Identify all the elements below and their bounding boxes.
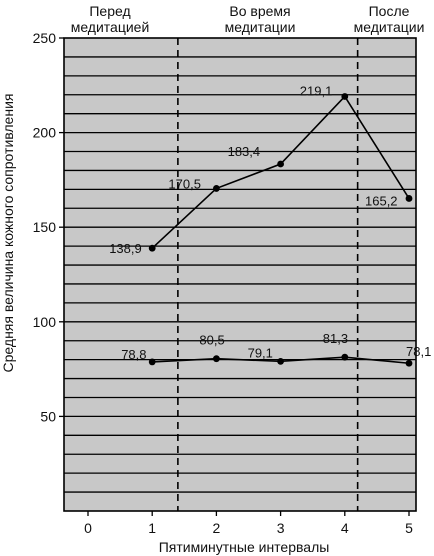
phase-label: После медитации — [354, 3, 425, 35]
x-axis-title: Пятиминутные интервалы — [159, 539, 330, 555]
y-tick-label: 200 — [33, 125, 57, 141]
phase-label: Перед медитацией — [71, 3, 150, 35]
data-label: 79,1 — [248, 345, 273, 360]
data-label: 78,8 — [121, 347, 146, 362]
x-tick-label: 4 — [341, 520, 349, 536]
x-tick-label: 2 — [213, 520, 221, 536]
data-point — [277, 160, 284, 168]
data-label: 165,2 — [365, 193, 398, 208]
plot-frame — [63, 37, 417, 512]
data-label: 183,4 — [228, 144, 261, 159]
series-layer: 138,9 170,5 183,4 219,1 165,2 78,8 80,5 79,1 81,… — [109, 83, 431, 367]
x-tick-label: 0 — [84, 520, 92, 536]
x-tick-label: 5 — [405, 520, 413, 536]
phase-labels: Перед медитацией Во время медитации После мед… — [71, 3, 425, 35]
plot-area — [64, 38, 416, 511]
data-point — [213, 185, 220, 192]
data-label: 78,1 — [406, 344, 431, 359]
data-point — [405, 195, 413, 202]
y-tick-label: 50 — [40, 408, 56, 424]
data-label: 138,9 — [109, 241, 142, 256]
data-point — [405, 359, 413, 367]
data-point — [148, 244, 156, 252]
y-tick-label: 150 — [33, 219, 57, 235]
data-point — [341, 93, 349, 100]
y-tick-label: 250 — [33, 30, 57, 46]
x-tick-label: 1 — [148, 520, 156, 536]
phase-label: Во время медитации — [225, 3, 296, 35]
data-label: 81,3 — [323, 331, 348, 346]
axis-ticks: 0 1 2 3 4 5 50 100 150 200 250 — [33, 30, 413, 536]
data-label: 80,5 — [199, 333, 224, 348]
y-tick-label: 100 — [33, 314, 57, 330]
data-label: 219,1 — [300, 83, 333, 98]
data-label: 170,5 — [168, 176, 201, 191]
y-axis-title: Средняя величина кожного сопротивления — [0, 94, 16, 373]
data-point — [277, 357, 284, 365]
data-point — [213, 355, 220, 363]
data-point — [341, 353, 349, 361]
data-point — [148, 358, 156, 366]
x-tick-label: 3 — [277, 520, 285, 536]
